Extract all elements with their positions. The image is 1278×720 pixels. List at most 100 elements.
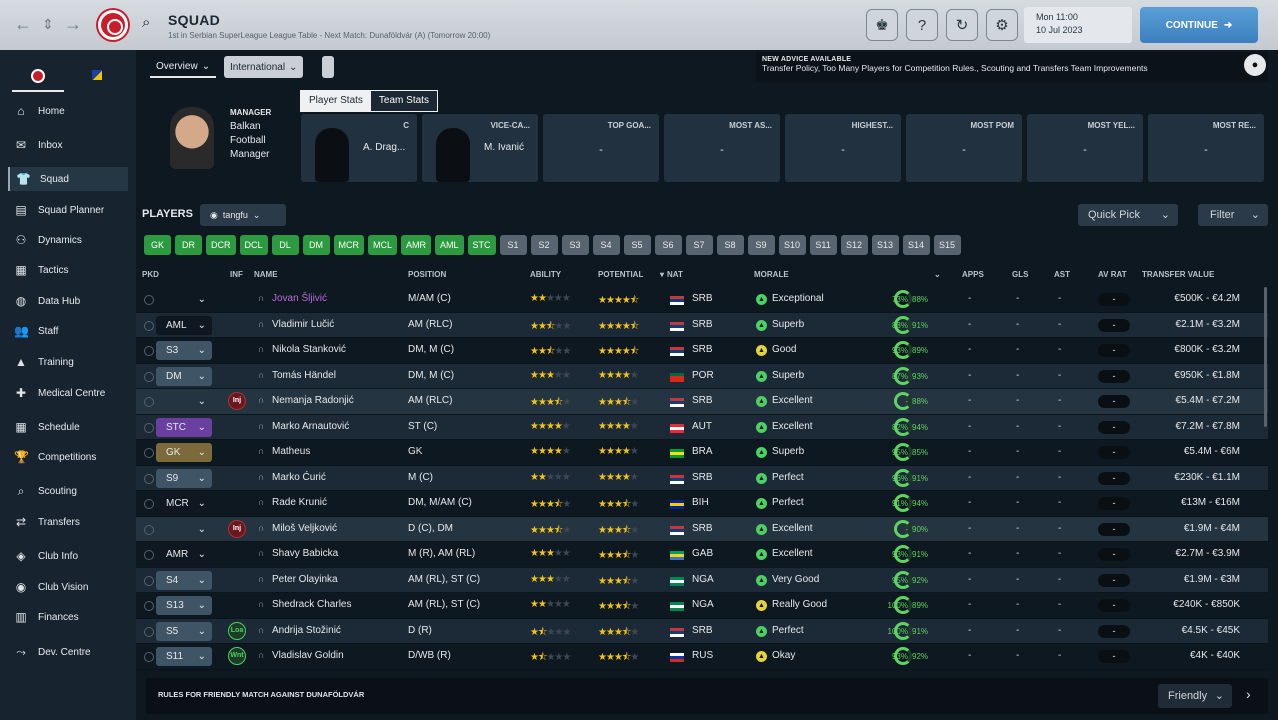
pick-selector[interactable]: S11 ⌄ [156,647,212,666]
search-icon[interactable]: ⌕ [142,14,151,31]
sidebar-item[interactable]: 🏆 Competitions [8,445,128,469]
select-checkbox[interactable] [144,371,154,382]
info-badge[interactable]: Loa [228,621,246,640]
select-checkbox[interactable] [144,652,154,662]
select-checkbox[interactable] [144,524,154,535]
sidebar-item[interactable]: ✉ Inbox [8,133,128,157]
stat-card[interactable]: MOST YEL... - [1027,114,1143,182]
player-name[interactable]: Nemanja Radonjić [272,395,354,406]
info-badge[interactable]: Inj [228,392,246,410]
chevron-down-icon[interactable]: ⌄ [934,270,941,279]
col-name[interactable]: NAME [254,270,278,279]
col-pkd[interactable]: PKD [142,270,159,279]
sidebar-item[interactable]: ⚇ Dynamics [8,228,128,252]
sidebar-item[interactable]: ◉ Club Vision [8,575,128,599]
tab-team-stats[interactable]: Team Stats [370,91,437,111]
pick-selector[interactable]: DM ⌄ [156,366,212,386]
pick-selector[interactable]: GK ⌄ [156,443,212,462]
chevron-right-icon[interactable]: › [1246,686,1251,702]
sidebar-item[interactable]: ▦ Tactics [8,258,128,282]
page-subtitle[interactable]: 1st in Serbian SuperLeague League Table … [168,31,491,40]
position-button[interactable]: AML [435,235,464,255]
position-button[interactable]: GK [144,235,171,255]
stat-card[interactable]: MOST RE... - [1148,114,1264,182]
col-ability[interactable]: ABILITY [530,270,562,279]
position-button[interactable]: DM [302,235,330,255]
position-button[interactable]: S15 [933,235,961,255]
col-potential[interactable]: POTENTIAL [598,270,644,279]
pick-selector[interactable]: STC ⌄ [156,417,212,437]
pick-selector[interactable]: AMR ⌄ [156,545,212,564]
forward-arrow-icon[interactable]: → [64,14,82,34]
sidebar-item[interactable]: ◈ Club Info [8,544,128,568]
select-checkbox[interactable] [144,550,154,560]
table-row[interactable]: MCR ⌄ ∩ Rade Krunić DM, M/AM (C) ★★★⯪★ ★★★⯪★ BI… [136,491,1268,517]
table-row[interactable]: DM ⌄ ∩ Tomás Händel DM, M (C) ★★★★★ ★★★★★ POR ▲ S… [136,363,1268,389]
sidebar-item[interactable]: ▤ Squad Planner [8,198,128,222]
continue-button[interactable]: CONTINUE ➜ [1140,7,1258,43]
table-row[interactable]: STC ⌄ ∩ Marko Arnautović ST (C) ★★★★★ ★★★★★ AUT… [136,414,1268,440]
info-badge[interactable]: Inj [228,519,246,538]
position-button[interactable]: S6 [654,235,682,255]
pick-selector[interactable]: ⌄ [156,520,212,539]
trophy-button[interactable]: ♚ [866,9,898,41]
col-morale[interactable]: MORALE [754,270,789,279]
sidebar-item[interactable]: ✚ Medical Centre [8,381,128,405]
table-row[interactable]: AML ⌄ ∩ Vladimir Lučić AM (RLC) ★★⯪★★ ★★★★⯪ SRB… [136,312,1268,338]
match-type-select[interactable]: Friendly ⌄ [1158,684,1232,708]
pick-selector[interactable]: S9 ⌄ [156,468,212,488]
tab-overview[interactable]: Overview ⌄ [150,56,217,78]
select-checkbox[interactable] [144,448,154,458]
pick-selector[interactable]: S4 ⌄ [156,570,212,590]
select-checkbox[interactable] [144,320,154,331]
select-checkbox[interactable] [144,397,154,407]
sidebar-item[interactable]: ▦ Schedule [8,415,128,439]
sidebar-item[interactable]: ▥ Finances [8,605,128,629]
table-row[interactable]: ⌄ ∩ Jovan Šljivić M/AM (C) ★★★★★ ★★★★⯪ SRB ▲ Exc… [136,287,1268,313]
player-name[interactable]: Peter Olayinka [272,573,338,585]
sidebar-item[interactable]: ◍ Data Hub [8,289,128,313]
player-name[interactable]: Nikola Stanković [272,344,346,355]
player-name[interactable]: Vladislav Goldin [272,650,344,661]
position-button[interactable]: S7 [685,235,713,255]
nation-flag-icon[interactable] [92,70,102,80]
select-checkbox[interactable] [144,601,154,611]
sidebar-item[interactable]: 👕 Squad [8,167,128,191]
position-button[interactable]: S8 [716,235,744,255]
assistant-icon[interactable]: ● [1244,54,1266,76]
player-name[interactable]: Andrija Stožinić [272,624,341,636]
player-name[interactable]: Shedrack Charles [272,599,352,610]
table-row[interactable]: ⌄ Inj ∩ Miloš Veljković D (C), DM ★★★⯪★ ★★★⯪★ S… [136,516,1268,542]
pick-selector[interactable]: ⌄ [156,392,212,411]
table-row[interactable]: S9 ⌄ ∩ Marko Ćurić M (C) ★★★★★ ★★★★★ SRB ▲ Perfec… [136,465,1268,491]
player-name[interactable]: Matheus [272,446,311,457]
col-av-rat[interactable]: AV RAT [1098,270,1127,279]
manager-name[interactable]: Balkan Football Manager [230,121,270,160]
col-inf[interactable]: INF [230,270,243,279]
position-button[interactable]: S11 [809,235,837,255]
position-button[interactable]: S10 [778,235,806,255]
position-button[interactable]: S5 [623,235,651,255]
manager-avatar[interactable] [170,107,214,169]
player-name[interactable]: Rade Krunić [272,497,328,508]
back-arrow-icon[interactable]: ← [14,14,32,34]
sidebar-item[interactable]: ▲ Training [8,350,128,374]
player-name[interactable]: Marko Ćurić [272,471,326,483]
player-name[interactable]: Marko Arnautović [272,420,350,432]
settings-button[interactable]: ⚙ [986,9,1018,41]
table-row[interactable]: AMR ⌄ ∩ Shavy Babicka M (R), AM (RL) ★★★★★ ★★★… [136,542,1268,568]
sidebar-item[interactable]: 👥 Staff [8,319,128,343]
stat-card[interactable]: MOST POM - [906,114,1022,182]
select-checkbox[interactable] [144,499,154,509]
scrollbar[interactable] [1264,287,1267,427]
position-button[interactable]: S2 [530,235,558,255]
player-name[interactable]: Miloš Veljković [272,522,338,534]
position-button[interactable]: STC [467,235,496,255]
pick-selector[interactable]: S3 ⌄ [156,341,212,360]
sidebar-item[interactable]: ⌕ Scouting [8,479,128,503]
stat-card[interactable]: VICE-CA... M. Ivanić [422,114,538,182]
position-button[interactable]: DL [271,235,299,255]
table-row[interactable]: GK ⌄ ∩ Matheus GK ★★★★★ ★★★★★ BRA ▲ Superb 95% 85% -… [136,440,1268,466]
stat-card[interactable]: TOP GOA... - [543,114,659,182]
col-transfer-value[interactable]: TRANSFER VALUE [1142,270,1215,279]
